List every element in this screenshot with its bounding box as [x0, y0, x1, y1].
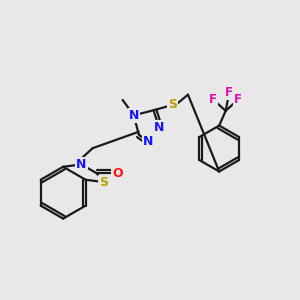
Text: S: S [168, 98, 177, 111]
Text: F: F [225, 86, 233, 99]
Text: S: S [99, 176, 108, 189]
Text: N: N [143, 135, 154, 148]
Text: N: N [129, 109, 139, 122]
Text: N: N [76, 158, 87, 171]
Text: F: F [234, 93, 242, 106]
Text: N: N [154, 121, 164, 134]
Text: O: O [112, 167, 123, 180]
Text: F: F [209, 93, 217, 106]
